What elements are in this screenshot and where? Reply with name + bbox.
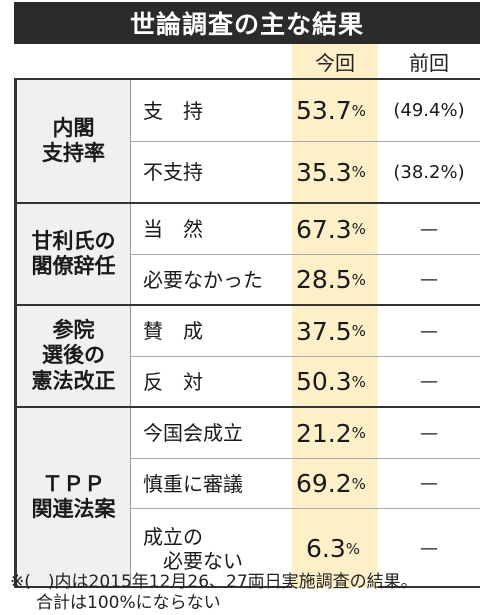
group-label: ＴＰＰ 関連法案 (14, 408, 131, 586)
percent-unit: % (351, 101, 366, 120)
previous-value: — (420, 371, 438, 392)
table-row: 反 対 50.3% — (131, 356, 480, 406)
previous-value: — (420, 473, 438, 494)
row-label: 成立の 必要ない (143, 524, 243, 573)
row-label: 必要なかった (143, 267, 263, 292)
current-value-cell: 28.5% (292, 255, 378, 304)
current-value: 67.3 (296, 214, 352, 244)
percent-unit: % (351, 270, 366, 289)
percent-unit: % (351, 424, 366, 442)
table-row: 賛 成 37.5% — (131, 306, 480, 356)
current-value: 35.3 (296, 157, 352, 187)
current-value-cell: 50.3% (292, 357, 378, 406)
group-tpp-bills: ＴＰＰ 関連法案 今国会成立 21.2% — 慎重に審議 69.2% — 成立の… (14, 406, 480, 588)
current-value: 37.5 (296, 316, 352, 346)
group-label: 参院 選後の 憲法改正 (14, 306, 131, 406)
current-value-cell: 6.3% (292, 509, 378, 588)
current-value: 6.3 (306, 534, 346, 563)
row-label: 慎重に審議 (143, 471, 243, 496)
previous-value: — (420, 422, 438, 444)
group-cabinet-support: 内閣 支持率 支 持 53.7% (49.4%) 不支持 35.3% (38.2… (14, 78, 480, 202)
row-label: 賛 成 (143, 319, 203, 343)
results-table: 内閣 支持率 支 持 53.7% (49.4%) 不支持 35.3% (38.2… (14, 78, 480, 588)
percent-unit: % (351, 220, 366, 238)
group-constitution-revision: 参院 選後の 憲法改正 賛 成 37.5% — 反 対 50.3% — (14, 304, 480, 406)
previous-value: (38.2%) (393, 161, 465, 183)
current-value: 21.2 (296, 418, 352, 448)
current-value-cell: 21.2% (292, 408, 378, 458)
current-value-cell: 35.3% (292, 142, 378, 202)
table-row: 慎重に審議 69.2% — (131, 458, 480, 508)
current-value: 50.3 (296, 367, 352, 396)
percent-unit: % (351, 372, 366, 391)
group-label: 内閣 支持率 (14, 80, 131, 202)
previous-value: — (420, 320, 438, 342)
previous-value: — (420, 218, 438, 240)
table-title: 世論調査の主な結果 (14, 2, 480, 44)
group-rows: 今国会成立 21.2% — 慎重に審議 69.2% — 成立の 必要ない 6.3… (131, 408, 480, 588)
current-value-cell: 37.5% (292, 306, 378, 356)
current-value: 53.7 (296, 96, 352, 125)
percent-unit: % (351, 322, 366, 340)
row-label: 今国会成立 (143, 421, 243, 445)
current-value-cell: 67.3% (292, 204, 378, 254)
group-rows: 支 持 53.7% (49.4%) 不支持 35.3% (38.2%) (131, 80, 480, 202)
row-label: 当 然 (143, 217, 203, 241)
table-row: 今国会成立 21.2% — (131, 408, 480, 458)
percent-unit: % (345, 539, 361, 558)
group-rows: 当 然 67.3% — 必要なかった 28.5% — (131, 204, 480, 304)
row-label: 支 持 (143, 98, 203, 123)
group-label: 甘利氏の 閣僚辞任 (14, 204, 131, 304)
table-row: 支 持 53.7% (49.4%) (131, 80, 480, 141)
current-value: 28.5 (296, 265, 352, 294)
column-header-previous: 前回 (409, 50, 449, 75)
table-row: 当 然 67.3% — (131, 204, 480, 254)
percent-unit: % (351, 163, 366, 181)
current-value-cell: 69.2% (292, 459, 378, 508)
previous-value: — (420, 269, 438, 290)
column-header-current: 今回 (292, 44, 378, 78)
current-value-cell: 53.7% (292, 80, 378, 141)
previous-value: (49.4%) (393, 100, 465, 121)
row-label: 不支持 (143, 160, 203, 184)
table-row: 不支持 35.3% (38.2%) (131, 141, 480, 202)
group-amari-resignation: 甘利氏の 閣僚辞任 当 然 67.3% — 必要なかった 28.5% — (14, 202, 480, 304)
footnote-line-2: 合計は100%にならない (36, 593, 221, 613)
group-rows: 賛 成 37.5% — 反 対 50.3% — (131, 306, 480, 406)
footnote: ※( )内は2015年12月26、27両日実施調査の結果。 合計は100%になら… (10, 572, 490, 614)
table-row: 成立の 必要ない 6.3% — (131, 508, 480, 588)
percent-unit: % (351, 474, 366, 493)
previous-value: — (420, 538, 438, 559)
current-value: 69.2 (296, 469, 352, 498)
table-row: 必要なかった 28.5% — (131, 254, 480, 304)
footnote-line-1: ※( )内は2015年12月26、27両日実施調査の結果。 (10, 572, 418, 592)
row-label: 反 対 (143, 369, 203, 394)
